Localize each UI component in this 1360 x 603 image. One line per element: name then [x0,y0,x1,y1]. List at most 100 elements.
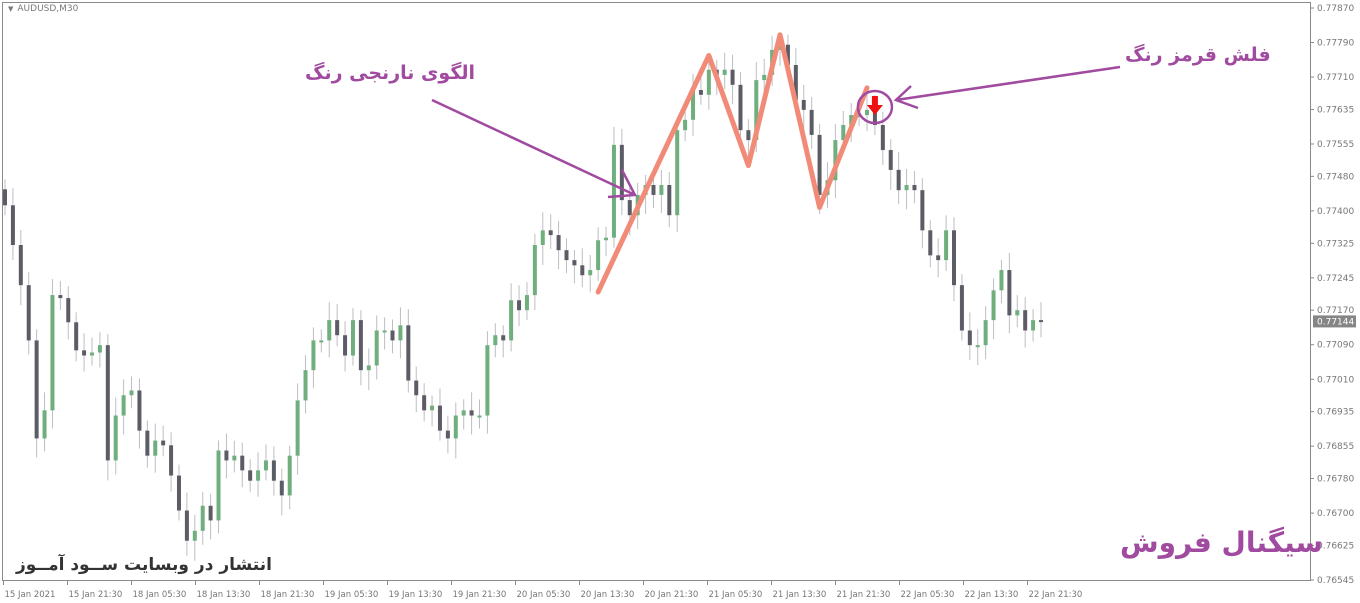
time-tick-label: 21 Jan 05:30 [709,590,763,600]
pattern-pointer-arrow [431,98,636,197]
time-tick-label: 21 Jan 21:30 [837,590,891,600]
bear-candle [556,235,561,251]
symbol-label: ▼ AUDUSD,M30 [8,4,78,14]
bear-candle [145,430,150,456]
price-tick-label: 0.77400 [1317,207,1354,217]
bear-candle [248,470,253,481]
bear-candle [1007,270,1012,316]
bear-candle [738,84,743,131]
time-tick-label: 19 Jan 21:30 [453,590,507,600]
bear-candle [896,169,901,191]
arrowhead-icon [893,85,919,110]
sell-signal-label: سیگنال فروش [1120,526,1324,559]
bull-candle [327,320,332,341]
bull-candle [485,345,490,416]
price-axis: 0.77870 0.77790 0.77710 0.77635 0.77555 0.774… [1310,4,1356,586]
bear-candle [18,245,23,286]
bull-candle [754,80,759,141]
time-tick-label: 21 Jan 13:30 [773,590,827,600]
bull-candle [588,270,593,276]
bull-candle [524,295,529,311]
bull-candle [493,335,498,346]
bear-candle [959,285,964,331]
bear-candle [224,450,229,461]
pattern-annotation: الگوی نارنجی رنگ [305,62,476,84]
bear-candle [817,134,822,195]
bear-candle [66,298,71,323]
bull-candle [50,295,55,411]
symbol-text: AUDUSD,M30 [17,4,79,14]
bull-candle [216,450,221,521]
bull-candle [477,415,482,418]
red-down-arrow-icon [866,96,883,115]
bear-candle [26,285,31,341]
bull-candle [303,370,308,401]
bull-candle [722,69,727,75]
bear-candle [548,230,553,236]
bear-candle [793,64,798,100]
bull-candle [113,415,118,461]
bear-candle [414,380,419,396]
bear-candle [445,430,450,439]
signal-pointer-arrow [895,65,1121,102]
price-tick-label: 0.76935 [1317,408,1354,418]
bull-candle [430,405,435,411]
bear-candle [1023,310,1028,331]
bull-candle [89,352,94,356]
time-tick-label: 18 Jan 13:30 [197,590,251,600]
bear-candle [501,335,506,341]
time-tick-label: 20 Jan 05:30 [517,590,571,600]
bull-candle [97,345,102,353]
bear-candle [34,340,39,439]
bear-candle [358,320,363,371]
bear-candle [469,410,474,416]
bull-candle [611,144,616,238]
bear-candle [667,184,672,216]
price-tick-label: 0.76855 [1317,442,1354,452]
orange-pattern-line [595,32,870,295]
bull-candle [540,230,545,246]
bear-candle [580,265,585,276]
bear-candle [82,350,87,356]
bull-candle [762,74,767,81]
bear-candle [161,440,166,446]
time-tick-label: 22 Jan 21:30 [1029,590,1083,600]
dropdown-triangle-icon[interactable]: ▼ [8,5,14,13]
bull-candle [295,400,300,456]
bull-candle [675,130,680,216]
bear-candle [928,230,933,256]
bear-candle [912,184,917,191]
bear-candle [58,295,63,299]
time-tick-label: 20 Jan 21:30 [645,590,699,600]
bear-candle [627,200,632,216]
bear-candle [10,205,15,246]
price-tick-label: 0.77010 [1317,375,1354,385]
bull-candle [865,109,870,116]
time-tick-label: 22 Jan 05:30 [901,590,955,600]
bull-candle [857,115,862,118]
bull-candle [1031,320,1036,331]
price-tick-label: 0.77170 [1317,306,1354,316]
bear-candle [176,475,181,511]
price-tick-label: 0.77090 [1317,341,1354,351]
bear-candle [651,184,656,195]
bear-candle [572,260,577,266]
bear-candle [208,505,213,521]
bear-candle [888,150,893,170]
bull-candle [983,320,988,346]
time-axis: 15 Jan 2021 15 Jan 21:30 18 Jan 05:30 18 Ja… [3,581,1083,600]
bear-candle [920,190,925,231]
arrowhead-icon [607,169,637,199]
bear-candle [952,230,957,286]
bull-candle [192,530,197,541]
bull-candle [398,325,403,341]
bull-candle [287,455,292,496]
bear-candle [390,330,395,341]
price-tick-label: 0.77790 [1317,39,1354,49]
bull-candle [975,345,980,348]
chart-frame [2,2,1311,581]
bull-candle [706,69,711,95]
time-tick-label: 18 Jan 21:30 [261,590,315,600]
bull-candle [991,290,996,321]
